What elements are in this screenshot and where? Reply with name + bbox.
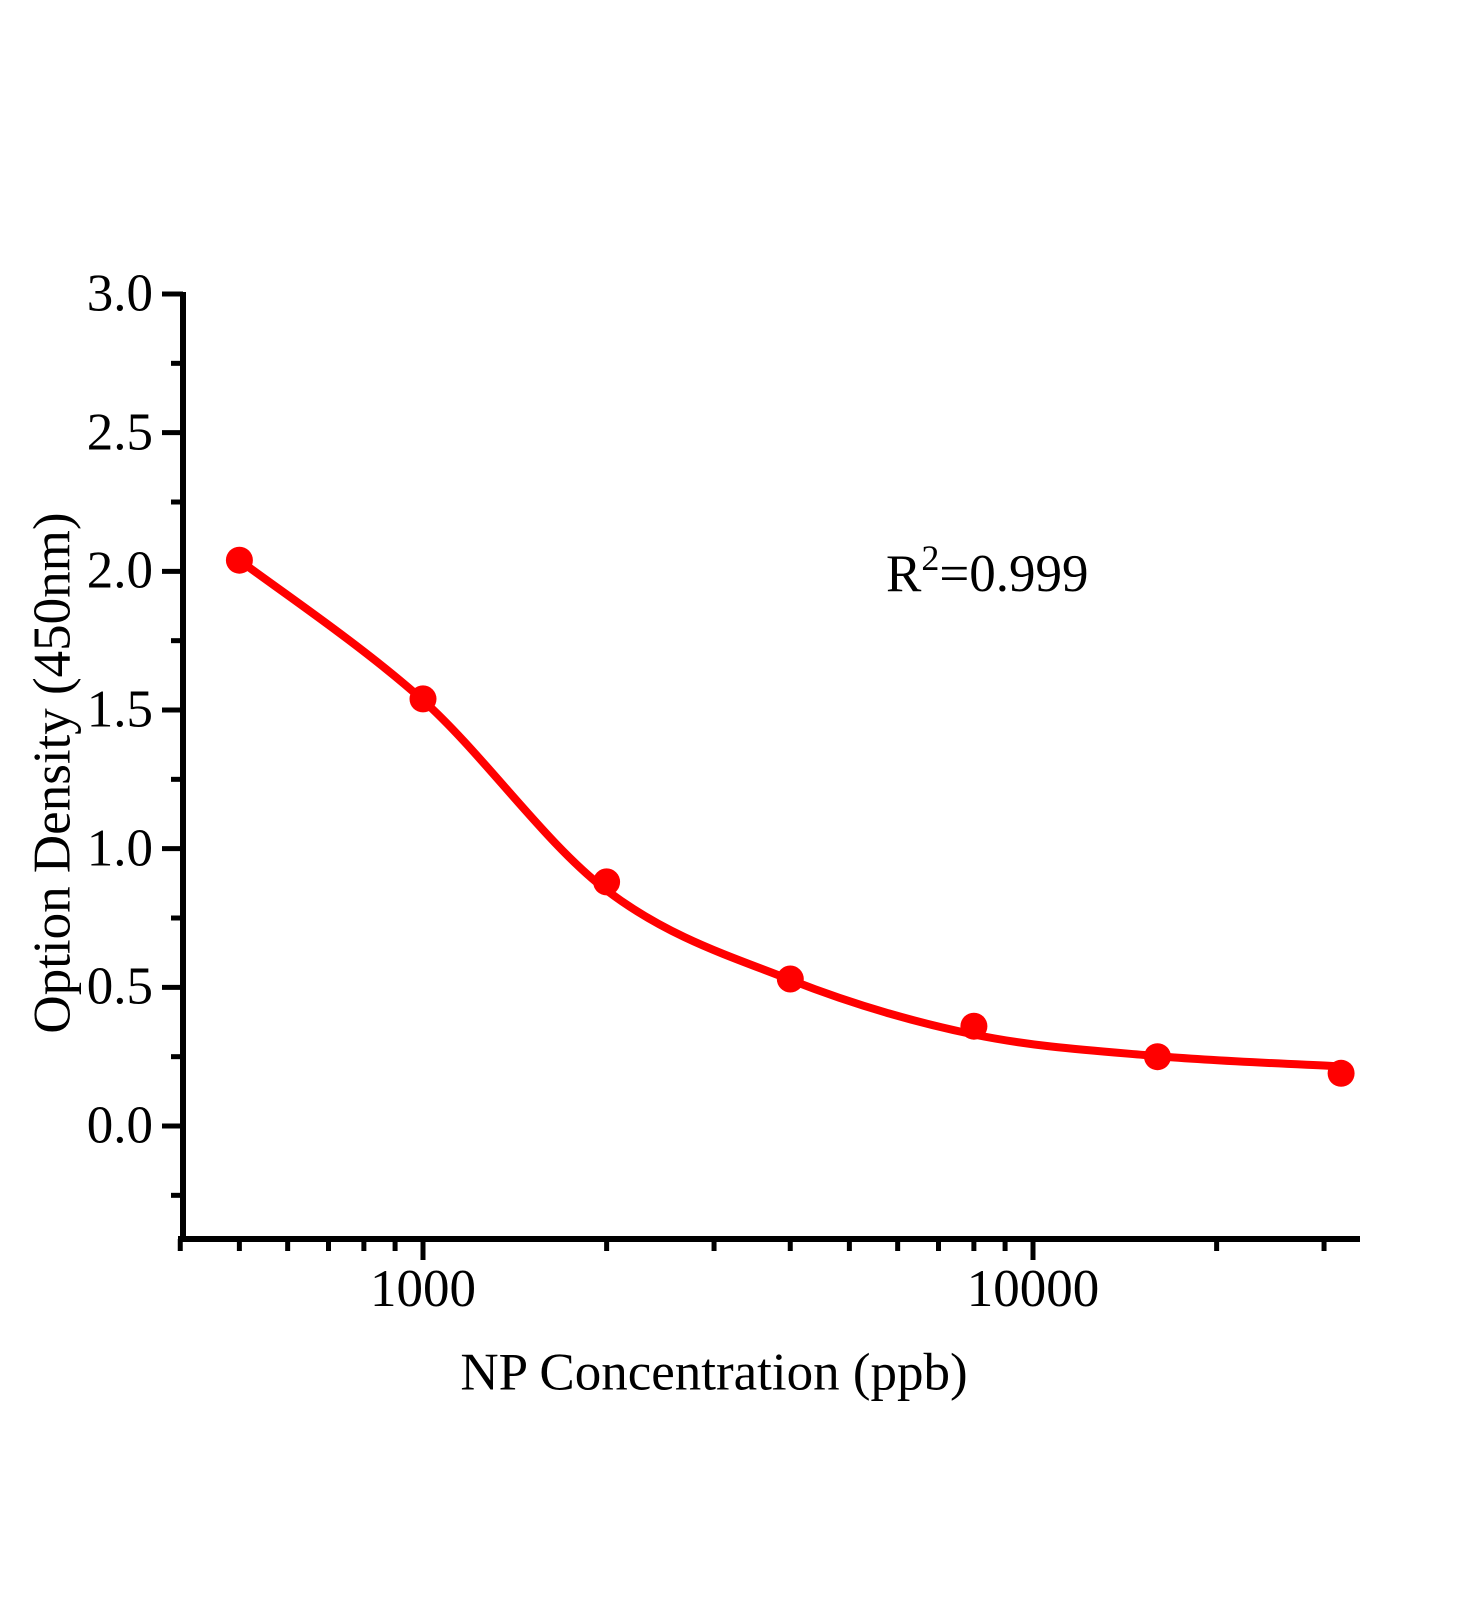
x-tick-label: 1000 (370, 1260, 476, 1318)
r-squared-annotation: R2=0.999 (886, 540, 1089, 603)
data-point (1327, 1059, 1355, 1087)
y-tick-label: 0.0 (86, 1096, 153, 1155)
data-point (593, 868, 621, 896)
y-tick-label: 1.5 (86, 680, 153, 739)
r-squared-exponent: 2 (921, 538, 940, 578)
y-tick-label: 0.5 (86, 957, 153, 1016)
data-point (1144, 1043, 1171, 1071)
y-tick-label: 2.0 (86, 541, 153, 600)
y-tick-label: 1.0 (86, 819, 153, 878)
data-point (960, 1012, 988, 1040)
r-squared-value: =0.999 (939, 545, 1089, 603)
x-tick-label: 10000 (966, 1260, 1100, 1318)
y-tick-label: 2.5 (86, 403, 153, 462)
r-squared-base: R (886, 545, 922, 603)
data-point (409, 685, 437, 713)
data-point (225, 546, 253, 574)
x-axis-title: NP Concentration (ppb) (460, 1343, 968, 1402)
y-tick-label: 3.0 (86, 264, 153, 323)
data-point (776, 965, 804, 993)
